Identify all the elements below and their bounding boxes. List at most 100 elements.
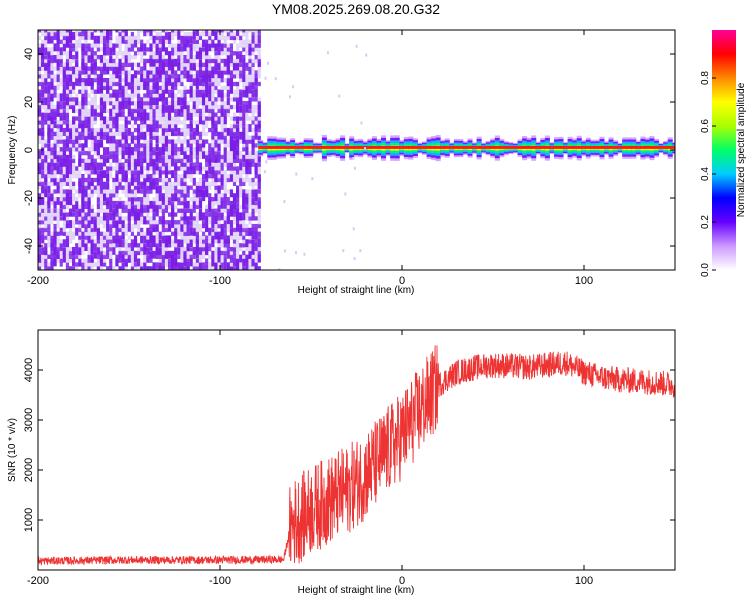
spectrogram-cell — [195, 120, 199, 125]
spectrogram-cell — [201, 239, 206, 244]
spectrogram-cell — [251, 35, 255, 44]
spectrogram-cell — [90, 170, 94, 175]
spectrogram-cell — [195, 124, 199, 132]
spectrogram-cell — [198, 35, 203, 41]
spectrogram-cell — [93, 243, 97, 251]
spectrogram-cell — [171, 250, 175, 259]
spectrogram-cell — [143, 104, 147, 110]
spectrogram-cell — [251, 112, 255, 117]
spectrogram-cell — [75, 58, 79, 67]
spectrogram-cell — [41, 81, 45, 90]
spectrogram-cell — [133, 262, 138, 267]
spectrogram-cell — [171, 101, 175, 109]
spectrogram-cell — [124, 97, 128, 102]
spectrogram-cell — [251, 258, 255, 267]
spectrogram-cell — [133, 51, 138, 56]
spectrogram-cell — [59, 216, 63, 221]
spectrogram-cell — [62, 147, 66, 155]
spectrogram-cell — [226, 30, 230, 33]
spectrogram-cell — [99, 216, 104, 221]
spectrogram-cell — [143, 177, 147, 186]
spectrogram-cell — [53, 170, 57, 175]
spectrogram-cell — [211, 66, 215, 75]
spectrogram-cell — [242, 143, 246, 148]
spectrogram-cell — [248, 220, 252, 225]
spectrogram-cell — [112, 266, 116, 270]
spectrogram-speck — [267, 61, 270, 65]
spectrogram-cell — [38, 212, 42, 217]
spectrogram-cell — [127, 223, 131, 232]
spectrogram-cell — [174, 70, 178, 75]
spectrogram-cell — [68, 185, 73, 190]
spectrogram-cell — [84, 85, 88, 91]
spectrogram-cell — [192, 154, 196, 160]
spectrogram-cell — [192, 112, 196, 117]
spectrogram-cell — [62, 231, 66, 236]
spectrogram-cell — [201, 223, 206, 229]
spectrogram-cell — [217, 154, 221, 163]
spectrogram-cell — [47, 127, 51, 136]
spectrogram-cell — [229, 174, 234, 182]
spectrogram-cell — [41, 74, 45, 79]
spectrogram-cell — [198, 197, 203, 202]
spectrogram-cell — [146, 101, 150, 106]
spectrogram-cell — [44, 220, 48, 225]
spectrogram-cell — [164, 189, 169, 194]
spectrogram-cell — [118, 150, 122, 156]
spectrogram-cell — [171, 154, 175, 160]
spectrogram-cell — [223, 131, 227, 137]
spectrogram-cell — [121, 262, 125, 270]
spectrogram-cell — [251, 189, 255, 198]
spectrogram-cell — [56, 54, 60, 60]
spectrogram-cell — [44, 262, 48, 267]
spectrogram-cell — [186, 112, 190, 121]
spectrogram-cell — [127, 74, 131, 79]
spectrogram-cell — [56, 216, 60, 221]
spectrogram-cell — [96, 216, 100, 221]
spectrogram-cell — [84, 108, 88, 114]
spectrogram-cell — [133, 223, 138, 229]
spectrogram-speck — [294, 251, 297, 255]
spectrogram-cell — [87, 101, 91, 106]
spectrogram-cell — [251, 47, 255, 52]
spectrogram-cell — [140, 216, 144, 221]
spectrogram-cell — [102, 70, 107, 75]
spectrogram-cell — [236, 47, 240, 52]
spectrogram-cell — [93, 139, 97, 144]
spectrogram-cell — [133, 54, 138, 60]
spectrogram-cell — [158, 147, 162, 155]
spectrogram-cell — [174, 204, 178, 210]
spectrogram-cell — [124, 85, 128, 91]
spectrogram-cell — [68, 85, 73, 91]
spectrogram-cell — [124, 93, 128, 98]
spectrogram-cell — [205, 31, 209, 37]
spectrogram-cell — [53, 85, 57, 91]
spectrogram-cell — [38, 35, 42, 41]
spectrogram-cell — [140, 154, 144, 160]
spectrogram-cell — [195, 181, 199, 187]
spectrogram-cell — [146, 181, 150, 187]
spectrogram-cell — [47, 93, 51, 98]
spectrogram-cell — [174, 81, 178, 87]
spectrogram-cell — [186, 51, 190, 56]
spectrogram-cell — [201, 30, 206, 33]
spectrogram-cell — [251, 51, 255, 56]
spectrogram-cell — [177, 227, 181, 233]
spectrogram-cell — [38, 120, 42, 125]
spectrogram-cell — [133, 220, 138, 225]
spectrogram-cell — [99, 120, 104, 125]
spectrogram-cell — [130, 131, 135, 137]
spectrogram-cell — [208, 154, 212, 163]
spectrogram-cell — [68, 74, 73, 82]
spectrogram-cell — [78, 258, 82, 267]
spectrogram-cell — [192, 193, 196, 198]
spectrogram-cell — [186, 216, 190, 225]
spectrogram-cell — [143, 108, 147, 117]
spectrogram-cell — [59, 150, 63, 156]
spectrogram-cell — [109, 204, 113, 213]
spectrogram-cell — [109, 116, 113, 121]
spectrogram-cell — [44, 30, 48, 33]
spectrogram-cell — [143, 208, 147, 213]
spectrogram-speck — [363, 147, 366, 151]
spectrogram-cell — [41, 216, 45, 221]
